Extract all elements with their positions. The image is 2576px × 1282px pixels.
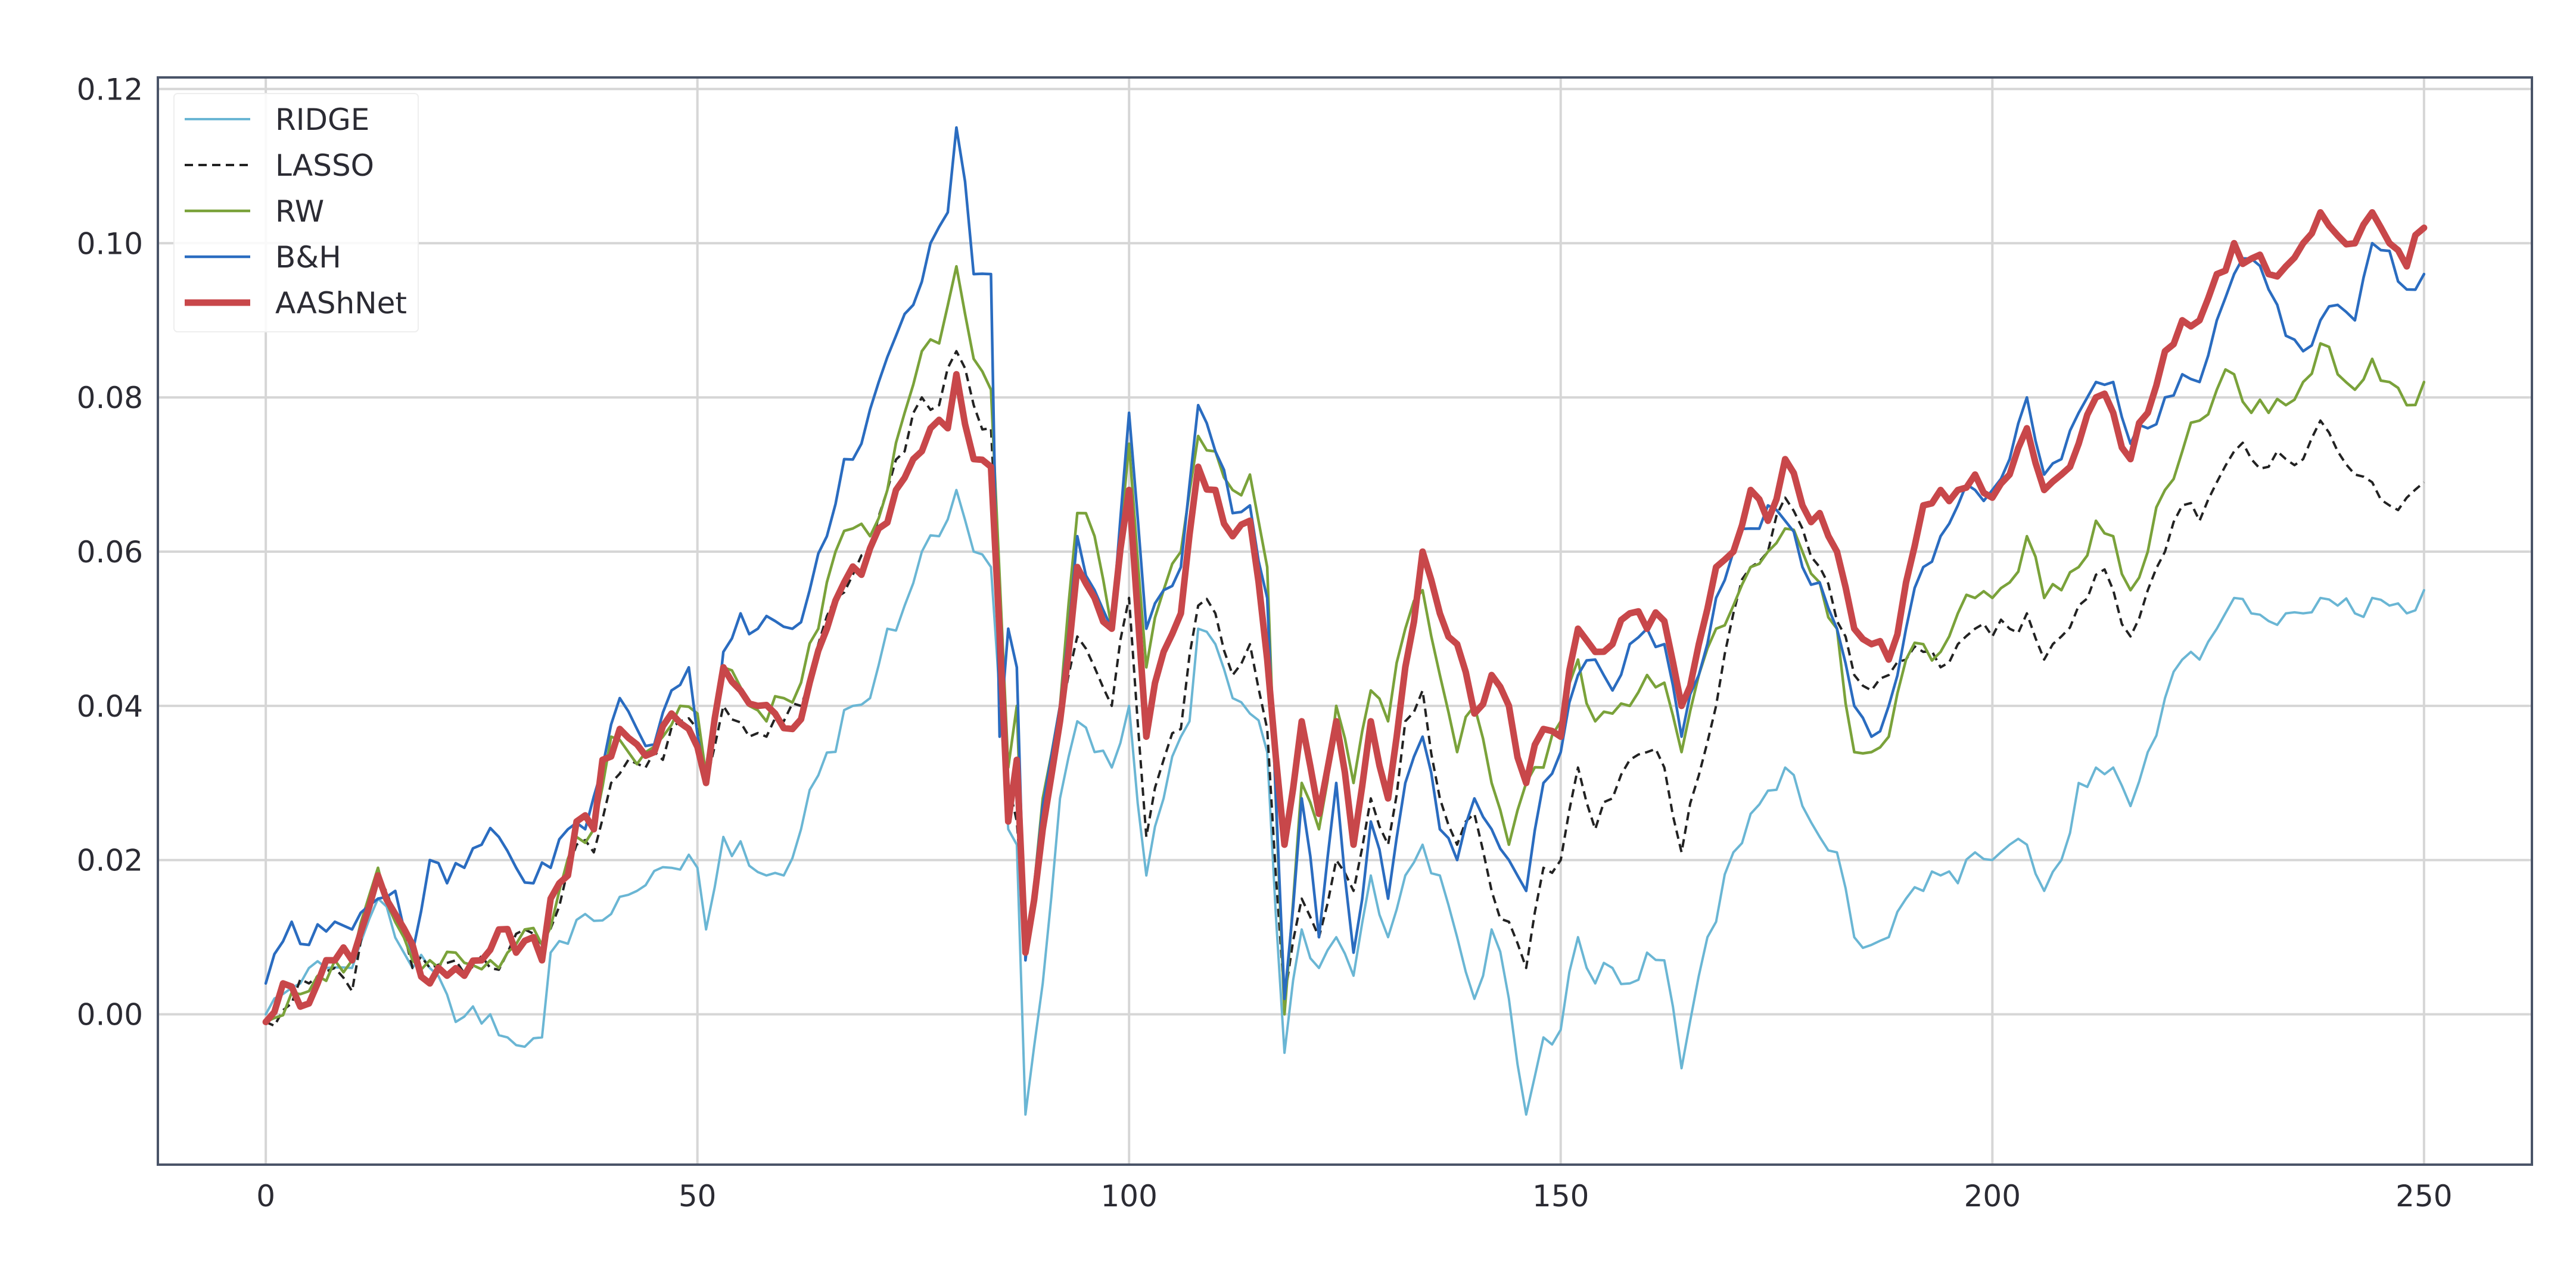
series-layer [262,126,2428,1116]
plot-frame [157,76,2533,1166]
x-tick-label: 200 [1964,1179,2021,1213]
y-tick-label: 0.08 [77,381,143,415]
series-line-lasso [265,350,2425,1027]
y-tick-label: 0.06 [77,535,143,570]
legend-label: AAShNet [275,286,407,320]
y-tick-label: 0.04 [77,689,143,724]
x-tick-label: 0 [256,1179,275,1213]
y-tick-label: 0.00 [77,998,143,1032]
series-line-ridge [265,488,2425,1116]
series-line-b-h [264,126,2426,1000]
legend-box [173,93,419,332]
legend: RIDGE LASSO RW B&H AAShNet [173,93,419,332]
y-tick-label: 0.02 [77,844,143,878]
y-tick-label: 0.10 [77,226,143,261]
x-tick-label: 250 [2395,1179,2452,1213]
series-line-rw [264,265,2426,1023]
plot-background [158,77,2532,1165]
legend-label: RIDGE [275,102,369,137]
y-tick-label: 0.12 [77,72,143,107]
legend-label: B&H [275,240,341,275]
x-tick-label: 150 [1532,1179,1589,1213]
y-tick-labels: 0.00 0.02 0.04 0.06 0.08 0.10 0.12 [77,72,143,1032]
series-line-aashnet [262,209,2428,1025]
x-tick-labels: 0 50 100 150 200 250 [256,1179,2452,1213]
legend-label: RW [275,194,324,229]
x-tick-label: 50 [679,1179,717,1213]
legend-label: LASSO [275,148,374,183]
x-tick-label: 100 [1101,1179,1158,1213]
grid [158,77,2532,1165]
